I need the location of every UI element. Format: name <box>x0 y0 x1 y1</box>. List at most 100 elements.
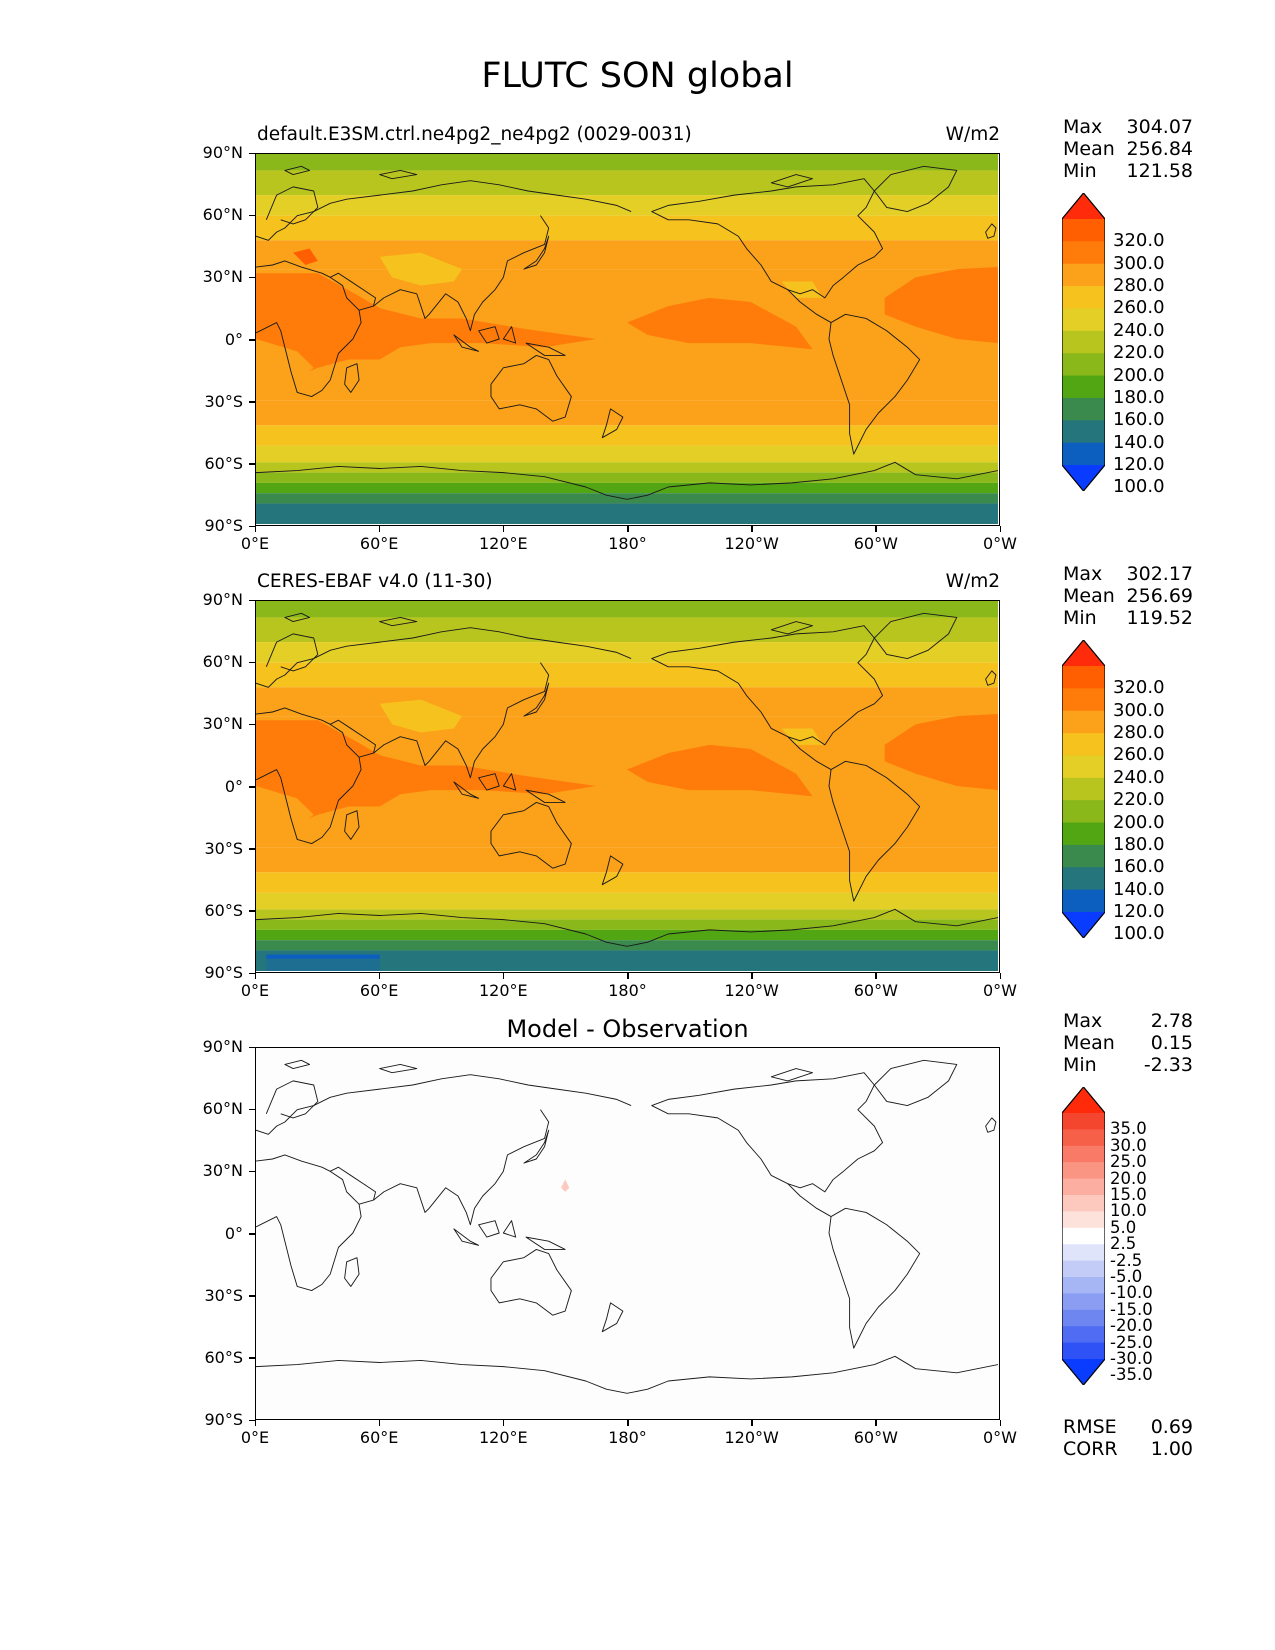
y-tick <box>249 1357 255 1359</box>
colorbar-segment <box>1062 867 1105 891</box>
colorbar <box>1062 193 1105 491</box>
y-tick-label: 0° <box>224 776 243 796</box>
y-tick-label: 60°N <box>202 652 243 672</box>
units-label: W/m2 <box>945 571 1000 592</box>
x-tick <box>999 526 1001 532</box>
colorbar-tick-label: -5.0 <box>1110 1267 1143 1286</box>
colorbar-segment <box>1062 1178 1105 1196</box>
panel-label: default.E3SM.ctrl.ne4pg2_ne4pg2 (0029-00… <box>257 124 692 145</box>
stat-name: Mean <box>1063 1032 1115 1054</box>
x-tick <box>502 1420 505 1426</box>
colorbar-segment <box>1062 1326 1105 1344</box>
x-tick <box>999 973 1001 979</box>
metric-name: RMSE <box>1063 1416 1117 1438</box>
colorbar-tick-label: 2.5 <box>1110 1234 1137 1254</box>
y-tick <box>249 1295 255 1297</box>
x-tick-label: 0°W <box>983 1428 1017 1447</box>
colorbar <box>1062 1087 1105 1385</box>
y-tick <box>249 1046 255 1048</box>
y-tick-label: 30°S <box>204 1285 243 1305</box>
colorbar-tick-label: -2.5 <box>1110 1250 1143 1270</box>
y-tick <box>249 1233 255 1235</box>
y-tick-label: 60°S <box>204 900 243 920</box>
metrics-box: RMSE 0.69 CORR 1.00 <box>1063 1416 1193 1460</box>
x-tick <box>502 526 505 532</box>
colorbar-tick-label: 20.0 <box>1110 1168 1147 1188</box>
stat-row: Min 119.52 <box>1063 607 1193 629</box>
colorbar-segment <box>1062 330 1105 354</box>
y-tick <box>249 152 255 154</box>
stats-box: Max 302.17 Mean 256.69 Min 119.52 <box>1063 563 1193 629</box>
x-tick <box>378 526 381 532</box>
y-tick-label: 90°N <box>202 590 243 609</box>
colorbar-segment <box>1062 889 1105 913</box>
y-tick <box>249 401 255 403</box>
y-tick <box>249 972 255 974</box>
panel-title: Model - Observation <box>506 1015 749 1043</box>
colorbar-tick-label: 15.0 <box>1110 1185 1147 1204</box>
colorbar-segment <box>1062 286 1105 309</box>
stat-row: Mean 256.84 <box>1063 138 1193 160</box>
colorbar-extend-max <box>1062 640 1105 666</box>
x-tick-label: 0°E <box>240 534 270 553</box>
colorbar-tick-label: 180.0 <box>1113 833 1165 855</box>
colorbar-tick-label: 10.0 <box>1110 1201 1147 1221</box>
metric-row: RMSE 0.69 <box>1063 1416 1193 1438</box>
stat-value: 121.58 <box>1126 160 1193 182</box>
stat-row: Mean 0.15 <box>1063 1032 1193 1054</box>
colorbar-tick-label: -10.0 <box>1110 1283 1153 1303</box>
colorbar-segment <box>1062 1244 1105 1262</box>
x-tick <box>875 526 877 532</box>
x-tick <box>627 973 629 979</box>
colorbar-segment <box>1062 1293 1105 1311</box>
panel-diff: Model - Observation 90°N 60°N 30°N 0° 30°S 60°… <box>0 894 1275 1460</box>
y-tick-label: 90°N <box>202 143 243 162</box>
colorbar-tick-label: 260.0 <box>1113 744 1165 766</box>
colorbar-tick-label: 240.0 <box>1113 766 1165 788</box>
stat-name: Min <box>1063 160 1097 182</box>
y-tick-label: 60°N <box>202 205 243 225</box>
x-tick <box>254 526 256 532</box>
units-label: W/m2 <box>945 124 1000 145</box>
x-tick-label: 120°E <box>479 534 528 553</box>
colorbar-segment <box>1062 822 1105 846</box>
x-tick <box>502 973 505 979</box>
x-tick-label: 60°E <box>359 1428 399 1447</box>
colorbar-tick-label: -25.0 <box>1110 1332 1153 1352</box>
colorbar-tick-label: 120.0 <box>1113 901 1165 922</box>
colorbar-segment <box>1062 755 1105 779</box>
map-diff <box>255 1047 1000 1420</box>
stat-name: Min <box>1063 607 1097 629</box>
metric-value: 1.00 <box>1150 1438 1193 1460</box>
figure-title: FLUTC SON global <box>481 56 794 96</box>
y-tick <box>249 339 255 341</box>
x-tick <box>875 1420 877 1426</box>
metric-name: CORR <box>1063 1438 1118 1460</box>
colorbar-segment <box>1062 1195 1105 1212</box>
colorbar-tick-label: 100.0 <box>1113 476 1165 498</box>
colorbar-tick-label: 30.0 <box>1110 1135 1147 1155</box>
stats-box: Max 304.07 Mean 256.84 Min 121.58 <box>1063 116 1193 182</box>
colorbar-tick-label: 120.0 <box>1113 454 1165 475</box>
map-model <box>255 153 1000 526</box>
colorbar-extend-max <box>1062 1087 1105 1113</box>
colorbar-tick-label: 220.0 <box>1113 342 1165 364</box>
stat-row: Min -2.33 <box>1063 1054 1193 1076</box>
colorbar-extend-min <box>1062 1359 1105 1385</box>
x-tick <box>378 1420 381 1426</box>
x-tick <box>751 1420 753 1426</box>
colorbar-segment <box>1062 308 1105 332</box>
y-tick-label: 60°N <box>202 1099 243 1119</box>
x-tick <box>627 1420 629 1426</box>
colorbar-segment <box>1062 263 1105 287</box>
colorbar-segment <box>1062 1129 1105 1147</box>
stat-name: Max <box>1063 116 1103 138</box>
x-tick <box>378 973 381 979</box>
y-tick-label: 90°S <box>204 1410 243 1429</box>
colorbar-segment <box>1062 1309 1105 1327</box>
y-tick-label: 90°N <box>202 1037 243 1056</box>
colorbar-tick-label: 280.0 <box>1113 722 1165 744</box>
colorbar-segment <box>1062 375 1105 399</box>
y-tick <box>249 1108 255 1111</box>
colorbar-tick-label: 160.0 <box>1113 409 1165 431</box>
